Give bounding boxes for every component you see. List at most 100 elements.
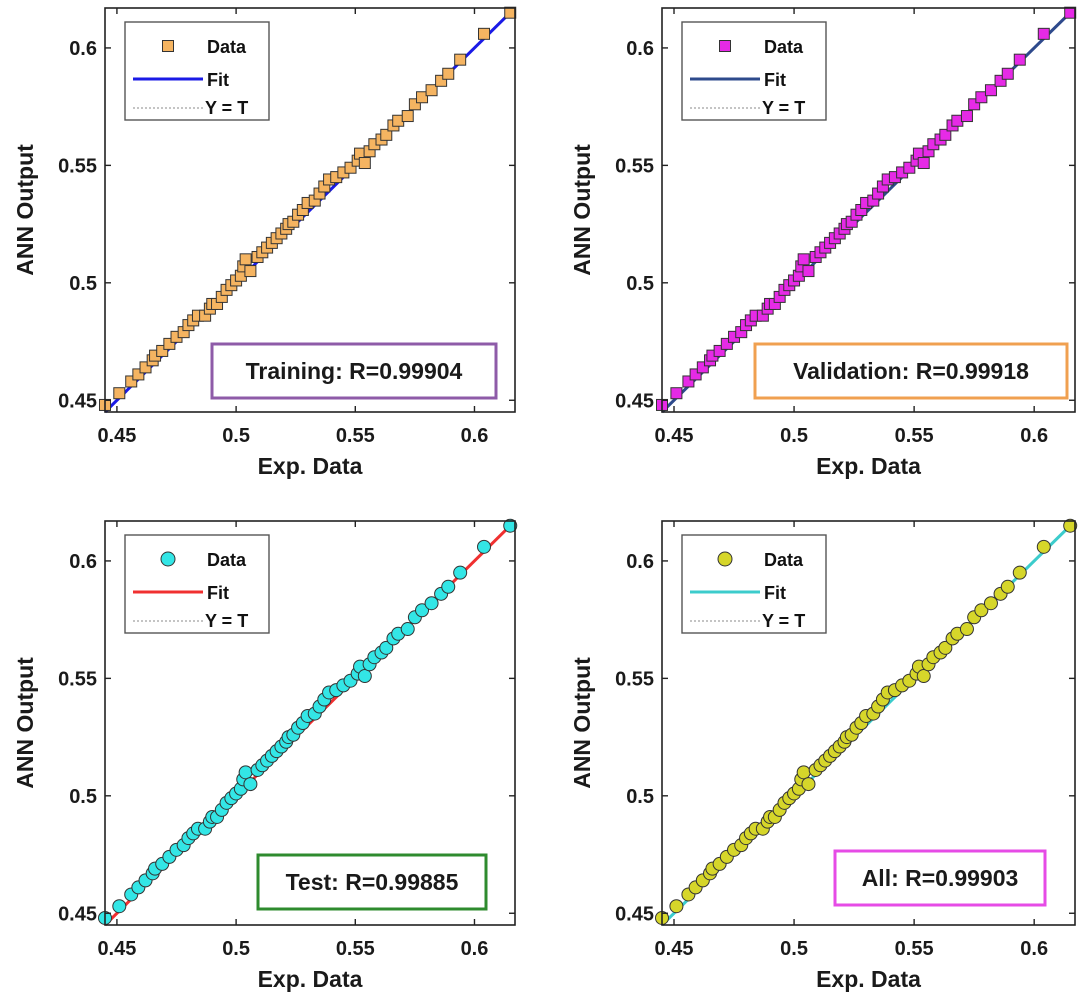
data-point (916, 669, 931, 684)
legend: Data Fit Y = T (124, 21, 270, 121)
data-point (974, 603, 989, 618)
r-value-text: All: R=0.99903 (862, 865, 1019, 891)
legend-box (681, 21, 827, 121)
x-tick-label: 0.45 (97, 938, 136, 960)
x-axis-label: Exp. Data (816, 966, 921, 992)
chart-panel-1: 0.45 0.5 0.55 0.6 0.45 0.5 0.55 0.6 Exp. Data ANN… (12, 6, 517, 479)
data-point (453, 565, 468, 580)
x-tick-label: 0.45 (655, 425, 694, 447)
chart-panel-2: 0.45 0.5 0.55 0.6 0.45 0.5 0.55 0.6 Exp. Data ANN… (569, 6, 1077, 479)
legend-fit-label: Fit (207, 583, 229, 603)
legend-data-label: Data (207, 37, 247, 57)
legend-data-label: Data (207, 550, 247, 570)
x-tick-label: 0.6 (461, 938, 489, 960)
data-point (669, 899, 684, 914)
data-point (113, 387, 126, 400)
r-value-annotation: All: R=0.99903 (833, 849, 1047, 907)
x-tick-label: 0.5 (222, 425, 250, 447)
r-value-box (256, 853, 488, 911)
data-point (670, 387, 683, 400)
r-value-text: Training: R=0.99904 (246, 358, 463, 384)
data-point (132, 368, 145, 381)
data-point (401, 110, 414, 123)
legend-box (681, 534, 827, 634)
data-point (1013, 53, 1026, 66)
data-point (994, 74, 1007, 87)
data-point (112, 899, 127, 914)
y-axis-label: ANN Output (569, 657, 595, 789)
data-point (720, 337, 733, 350)
y-tick-label: 0.5 (69, 786, 97, 808)
data-point (477, 539, 492, 554)
data-point (1000, 579, 1015, 594)
data-point (156, 344, 169, 357)
data-point (424, 596, 439, 611)
data-point (478, 27, 491, 40)
x-tick-label: 0.55 (895, 425, 934, 447)
axes-frame (661, 7, 1076, 413)
x-tick-label: 0.55 (336, 425, 375, 447)
data-point (1063, 518, 1078, 533)
y-tick-label: 0.45 (58, 903, 97, 925)
data-point (238, 765, 253, 780)
legend-marker (717, 551, 733, 567)
y-axis-label: ANN Output (12, 144, 38, 276)
axes-frame (661, 520, 1076, 926)
x-tick-label: 0.5 (780, 425, 808, 447)
x-tick-label: 0.45 (655, 938, 694, 960)
y-tick-label: 0.45 (615, 390, 654, 412)
data-point (441, 579, 456, 594)
x-tick-label: 0.5 (222, 938, 250, 960)
y-tick-label: 0.6 (626, 551, 654, 573)
data-point (713, 344, 726, 357)
r-value-text: Test: R=0.99885 (286, 869, 459, 895)
legend-yt-label: Y = T (762, 98, 805, 118)
x-axis-label: Exp. Data (258, 453, 363, 479)
legend-data-label: Data (764, 550, 804, 570)
y-tick-label: 0.6 (69, 551, 97, 573)
y-tick-label: 0.6 (69, 38, 97, 60)
y-tick-label: 0.5 (626, 786, 654, 808)
data-point (959, 622, 974, 637)
data-point (802, 265, 815, 278)
r-value-box (753, 342, 1069, 400)
data-point (968, 98, 981, 111)
data-markers (99, 6, 517, 411)
legend-box (124, 534, 270, 634)
y-tick-label: 0.5 (69, 273, 97, 295)
legend: Data Fit Y = T (681, 534, 827, 634)
data-point (1064, 6, 1077, 19)
data-point (408, 98, 421, 111)
x-tick-label: 0.6 (461, 425, 489, 447)
y-tick-label: 0.45 (615, 903, 654, 925)
data-point (983, 596, 998, 611)
data-markers (655, 518, 1078, 925)
data-point (125, 375, 138, 388)
data-point (435, 74, 448, 87)
y-tick-label: 0.55 (58, 668, 97, 690)
data-point (960, 110, 973, 123)
legend-yt-label: Y = T (762, 611, 805, 631)
data-point (682, 375, 695, 388)
data-point (1037, 27, 1050, 40)
data-point (939, 128, 952, 141)
data-point (1036, 539, 1051, 554)
r-value-box (833, 849, 1047, 907)
x-axis-label: Exp. Data (258, 966, 363, 992)
legend-data-label: Data (764, 37, 804, 57)
data-point (689, 368, 702, 381)
x-tick-label: 0.55 (895, 938, 934, 960)
y-tick-label: 0.55 (615, 155, 654, 177)
data-point (380, 128, 393, 141)
x-tick-label: 0.6 (1020, 938, 1048, 960)
y-tick-label: 0.6 (626, 38, 654, 60)
chart-panel-3: 0.45 0.5 0.55 0.6 0.45 0.5 0.55 0.6 Exp. Data ANN… (12, 518, 518, 992)
chart-panel-4: 0.45 0.5 0.55 0.6 0.45 0.5 0.55 0.6 Exp. Data ANN… (569, 518, 1078, 992)
legend-fit-label: Fit (764, 583, 786, 603)
legend-marker (162, 40, 174, 52)
data-point (379, 640, 394, 655)
x-tick-label: 0.55 (336, 938, 375, 960)
axes-frame (104, 520, 516, 926)
